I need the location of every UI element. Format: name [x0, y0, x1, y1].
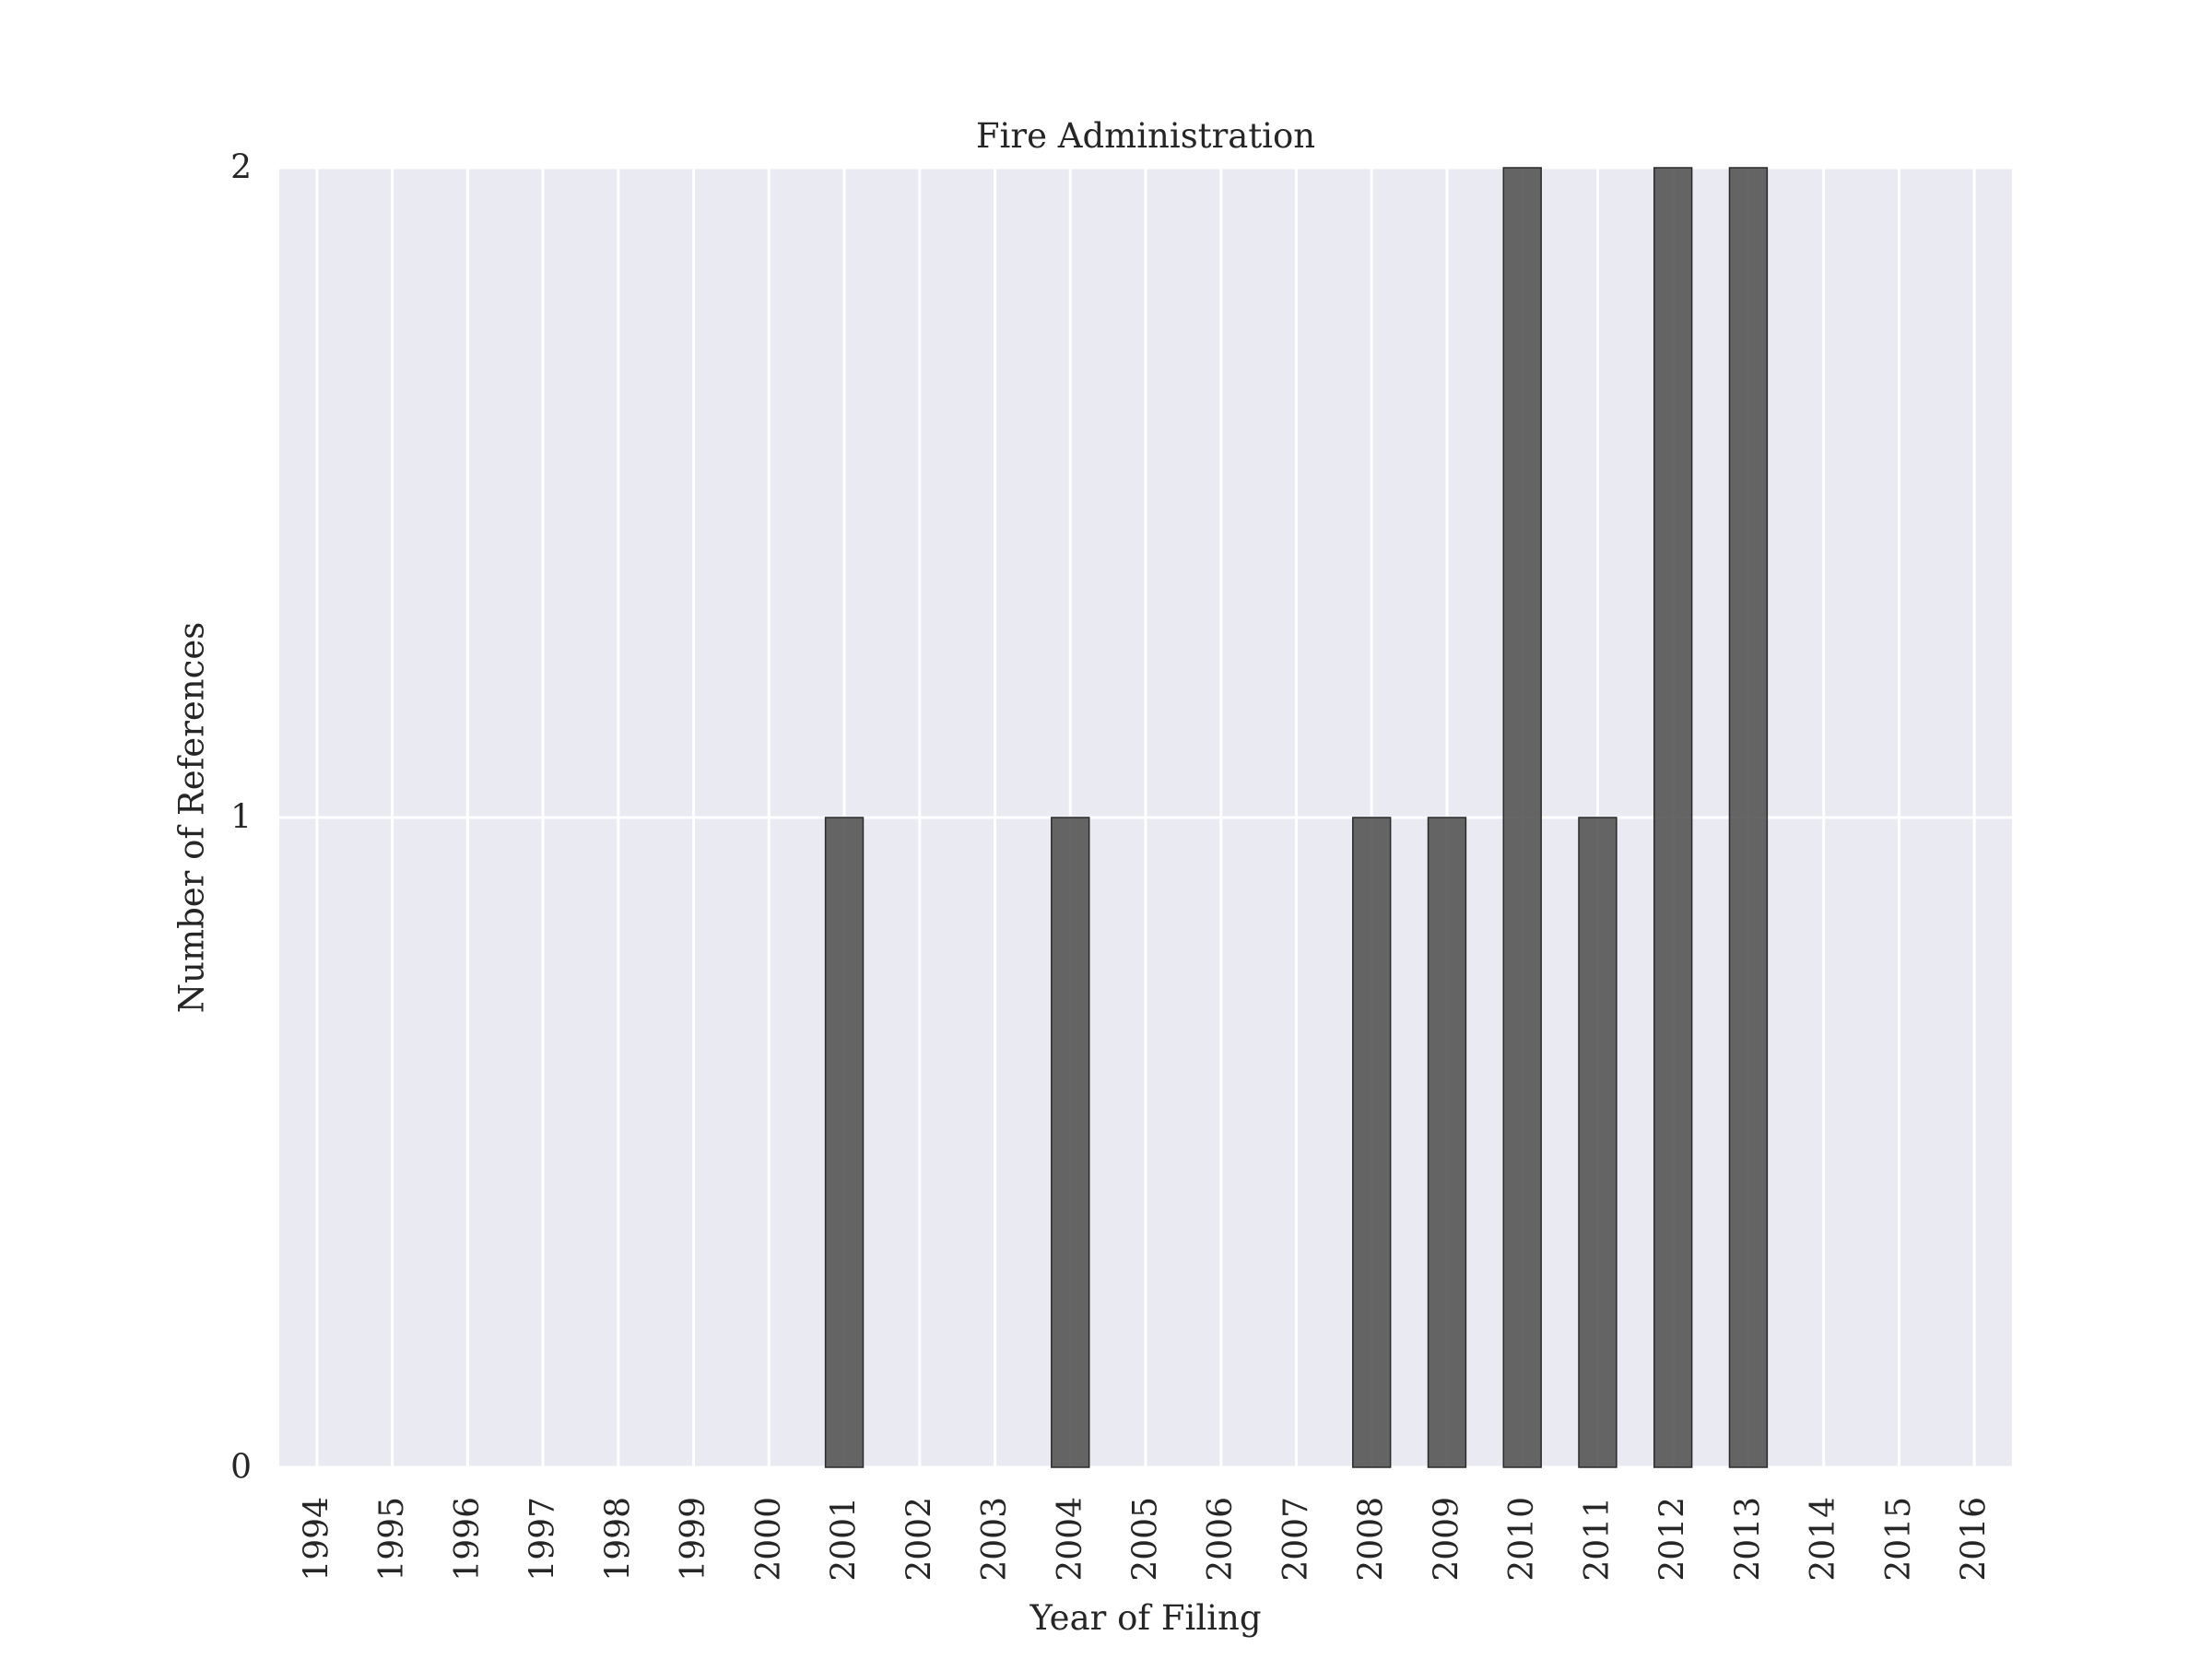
x-tick-label: 2005 [1127, 1497, 1165, 1582]
x-tick-label: 2003 [976, 1497, 1014, 1582]
x-tick-label: 1995 [373, 1497, 411, 1582]
x-tick-label: 2010 [1503, 1497, 1541, 1582]
x-tick-label: 2011 [1579, 1497, 1617, 1582]
x-tick-label: 1994 [298, 1497, 335, 1582]
x-tick-label: 2015 [1880, 1497, 1918, 1582]
bar-2010 [1502, 167, 1542, 1468]
x-tick-label: 1996 [449, 1497, 487, 1582]
x-tick-label: 2012 [1654, 1497, 1692, 1582]
chart-title: Fire Administration [976, 116, 1315, 156]
x-tick-label: 2000 [750, 1497, 788, 1582]
x-tick-label: 2001 [826, 1497, 864, 1582]
bar-2013 [1728, 167, 1769, 1468]
bar-2009 [1427, 817, 1467, 1468]
x-tick-label: 1997 [524, 1497, 562, 1582]
y-axis-label: Number of References [172, 622, 212, 1013]
x-tick-label: 1998 [599, 1497, 637, 1582]
bar-2011 [1578, 817, 1618, 1468]
x-tick-label: 2014 [1805, 1497, 1842, 1582]
x-tick-label: 2007 [1277, 1497, 1315, 1582]
x-tick-label: 2013 [1729, 1497, 1767, 1582]
bar-2001 [824, 817, 865, 1468]
x-tick-label: 2008 [1353, 1497, 1391, 1582]
bar-2004 [1051, 817, 1090, 1468]
x-tick-label: 1999 [675, 1497, 712, 1582]
x-tick-label: 2004 [1052, 1497, 1089, 1582]
x-tick-labels: 1994 1995 1996 1997 1998 1999 2000 2001 2002 2003… [298, 1497, 1993, 1582]
x-tick-label: 2009 [1428, 1497, 1465, 1582]
bars [824, 167, 1769, 1468]
x-axis-label: Year of Filing [1029, 1598, 1261, 1638]
bar-2008 [1352, 817, 1392, 1468]
y-tick-label: 0 [230, 1449, 252, 1487]
y-tick-label: 1 [230, 799, 252, 837]
x-tick-label: 2002 [900, 1497, 938, 1582]
x-tick-label: 2016 [1956, 1497, 1994, 1582]
bar-2012 [1653, 167, 1693, 1468]
y-tick-labels: 0 1 2 [230, 149, 252, 1487]
y-tick-label: 2 [230, 149, 252, 187]
x-tick-label: 2006 [1202, 1497, 1240, 1582]
